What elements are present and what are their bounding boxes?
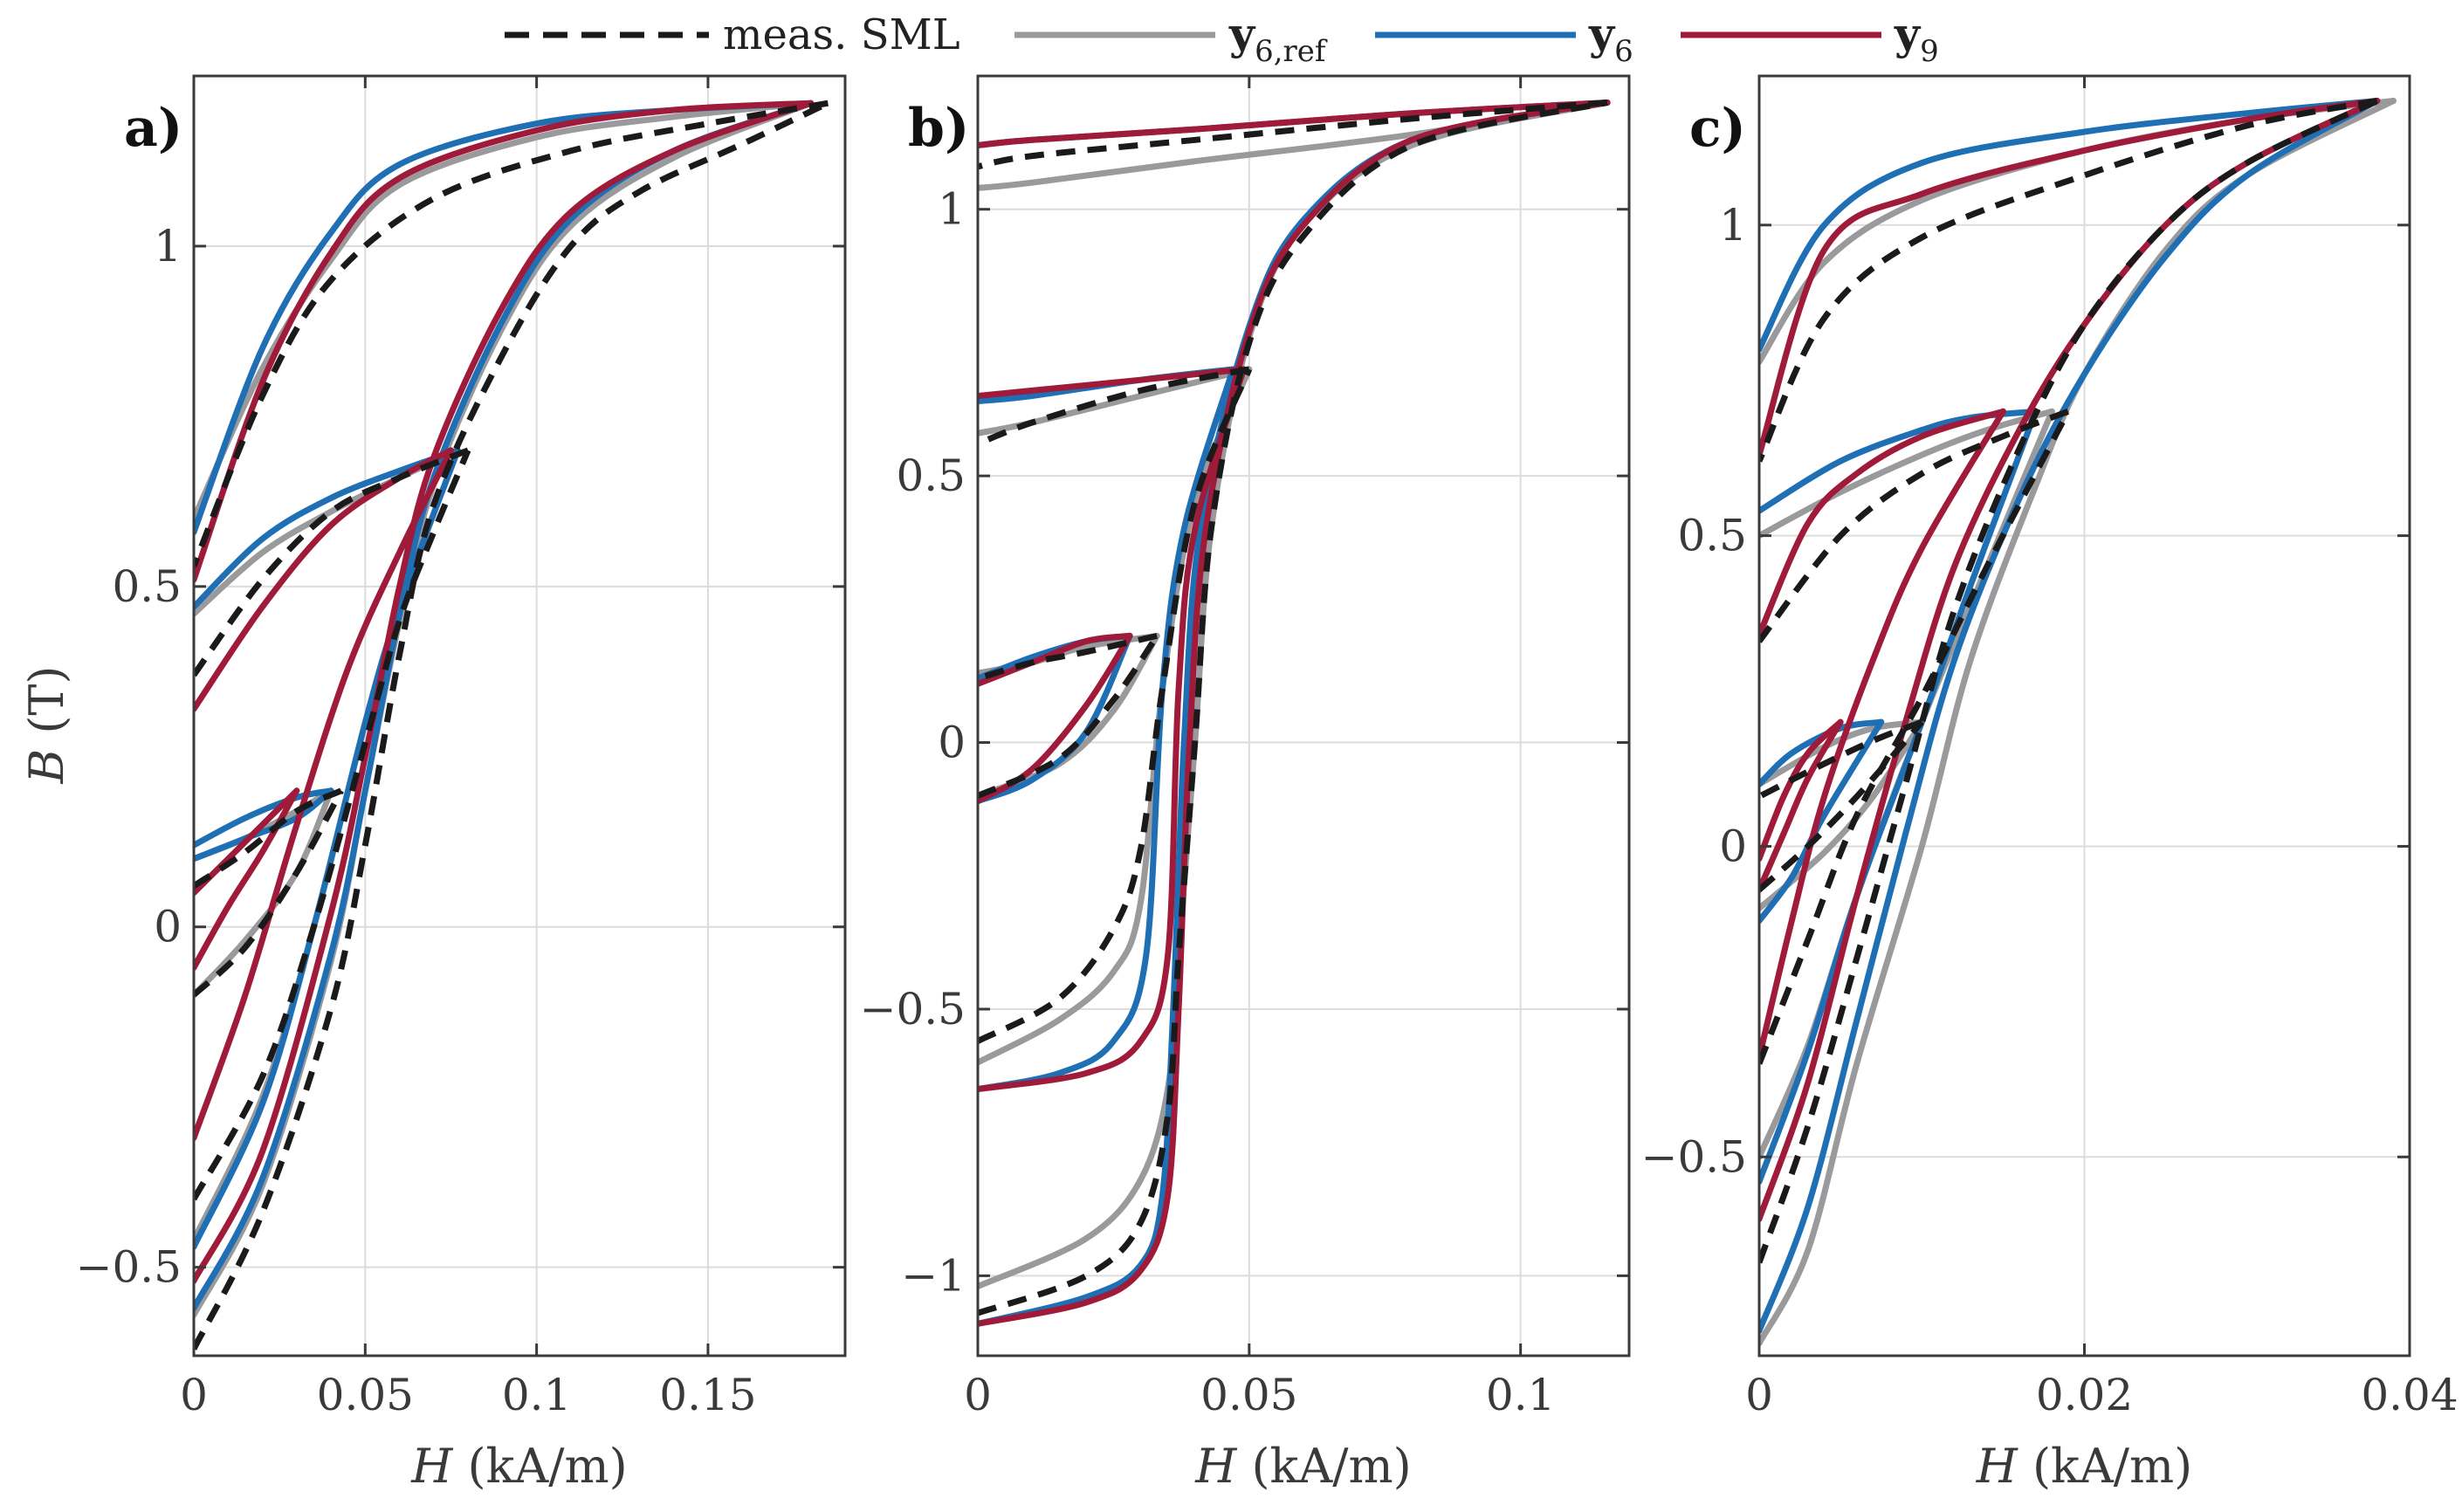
series-line-y6-ref-loop1-down — [194, 100, 815, 522]
series-line-y6-loop3-down — [1759, 718, 1885, 787]
series-line-y6-loop1-up — [978, 100, 1611, 1327]
curves — [194, 100, 829, 1350]
series-line-y6-loop1-up — [194, 100, 815, 1311]
panel-label: b) — [908, 98, 969, 159]
y-tick-label: −0.5 — [860, 984, 966, 1034]
series-line-y6-loop2-up — [978, 366, 1236, 1093]
series-line-y6-loop2-up — [1759, 408, 2039, 1186]
series-line-y9-loop1-up — [978, 100, 1611, 1327]
series-line-y9-loop1-down — [1759, 98, 2381, 458]
x-tick-label: 0.02 — [2036, 1370, 2133, 1420]
series-line-y6-loop3-down — [194, 787, 334, 849]
x-axis-label: H (kA/m) — [1194, 1439, 1412, 1494]
y-tick-label: 1 — [938, 184, 966, 235]
series-line-y9-loop2-up — [194, 447, 454, 1141]
x-tick-label: 0.05 — [317, 1370, 414, 1420]
series-line-y9-loop1-up — [1759, 98, 2381, 1222]
curves — [1759, 98, 2397, 1347]
x-tick-label: 0.15 — [659, 1370, 756, 1420]
series-line-y6-loop2-down — [194, 447, 461, 610]
panel-label: c) — [1689, 98, 1746, 159]
y-tick-label: −1 — [901, 1250, 966, 1301]
y-tick-label: 0 — [154, 902, 182, 952]
curves — [978, 100, 1611, 1327]
series-line-y9-loop2-down — [1759, 408, 2006, 638]
y-tick-label: 0.5 — [896, 450, 966, 501]
series-line-y9-loop3-up — [1759, 718, 1844, 893]
x-tick-label: 0.1 — [502, 1370, 572, 1420]
panel-2: 0 0.05 0.1 −1 −0.5 0 0.5 1 b) H (kA/m) — [860, 74, 1631, 1494]
panel-label: a) — [124, 98, 182, 159]
series-line-y6-ref-loop2-up — [978, 366, 1253, 1066]
series-line-meas-sml-loop2-up — [194, 449, 471, 1201]
series-line-y9-loop3-up — [978, 632, 1133, 805]
plot-frame — [192, 74, 847, 1357]
series-line-meas-sml-loop2-down — [194, 447, 470, 677]
series-line-y6-ref-loop1-up — [194, 100, 815, 1318]
series-line-y9-loop2-down — [978, 366, 1248, 399]
series-line-meas-sml-loop1-down — [978, 100, 1608, 170]
series-line-y9-loop2-up — [978, 366, 1248, 1093]
series-line-y6-loop1-down — [1759, 98, 2381, 353]
series-line-meas-sml-loop1-up — [1759, 98, 2379, 1264]
series-line-y9-loop3-up — [194, 787, 300, 971]
y-tick-label: 0.5 — [1677, 511, 1747, 561]
series-line-meas-sml-loop3-up — [1759, 719, 1924, 892]
series-line-y9-loop2-down — [194, 447, 454, 712]
series-line-y9-loop3-down — [978, 632, 1133, 687]
y-tick-label: 1 — [154, 221, 182, 271]
plot-frame — [976, 74, 1631, 1357]
series-line-meas-sml-loop3-up — [194, 789, 344, 998]
legend: meas. SML y6,ref y6 y9 — [505, 8, 1939, 69]
legend-label-meas: meas. SML — [723, 10, 960, 59]
x-tick-label: 0 — [180, 1370, 208, 1420]
series-line-y6-loop1-up — [1759, 98, 2381, 1334]
series-line-meas-sml-loop3-up — [978, 634, 1160, 799]
y-tick-label: 0.5 — [112, 561, 182, 612]
x-tick-label: 0.1 — [1486, 1370, 1556, 1420]
series-line-meas-sml-loop1-down — [1759, 98, 2378, 463]
panels: 0 0.05 0.1 0.15 −0.5 0 0.5 1 a) H (kA/m) 0 0.05 0.1 −… — [19, 74, 2459, 1494]
series-line-y6-ref-loop3-up — [978, 632, 1160, 800]
panel-3: 0 0.02 0.04 −0.5 0 0.5 1 c) H (kA/m) — [1641, 74, 2459, 1494]
series-line-meas-sml-loop1-down — [194, 100, 829, 567]
series-line-meas-sml-loop3-down — [978, 632, 1158, 682]
y-axis-label: B (T) — [19, 665, 74, 784]
x-axis-label: H (kA/m) — [1976, 1439, 2193, 1494]
legend-label-y6ref: y6,ref — [1228, 8, 1328, 69]
x-tick-label: 0 — [964, 1370, 992, 1420]
x-tick-label: 0.04 — [2361, 1370, 2458, 1420]
series-line-meas-sml-loop2-down — [1759, 409, 2070, 643]
y-tick-label: −0.5 — [1641, 1131, 1747, 1182]
x-tick-label: 0.05 — [1200, 1370, 1297, 1420]
x-tick-label: 0 — [1745, 1370, 1773, 1420]
y-tick-label: 0 — [1719, 821, 1747, 871]
series-line-y6-ref-loop1-up — [1759, 98, 2397, 1347]
series-line-meas-sml-loop1-up — [194, 100, 829, 1350]
y-tick-label: 0 — [938, 718, 966, 768]
panel-1: 0 0.05 0.1 0.15 −0.5 0 0.5 1 a) H (kA/m) — [76, 74, 847, 1494]
series-line-meas-sml-loop2-up — [978, 368, 1253, 1044]
x-axis-label: H (kA/m) — [410, 1439, 628, 1494]
y-tick-label: 1 — [1719, 200, 1747, 251]
y-tick-label: −0.5 — [76, 1242, 182, 1293]
series-line-y9-loop1-down — [194, 100, 815, 583]
legend-label-y6: y6 — [1588, 8, 1633, 69]
series-line-y6-ref-loop2-down — [1759, 408, 2055, 540]
legend-label-y9: y9 — [1894, 8, 1939, 69]
series-line-y9-loop1-up — [194, 100, 815, 1284]
series-line-y9-loop2-up — [1759, 408, 2006, 1061]
series-line-meas-sml-loop1-up — [978, 100, 1608, 1316]
series-line-y6-ref-loop1-up — [978, 100, 1611, 1290]
series-line-meas-sml-loop2-down — [978, 366, 1250, 447]
